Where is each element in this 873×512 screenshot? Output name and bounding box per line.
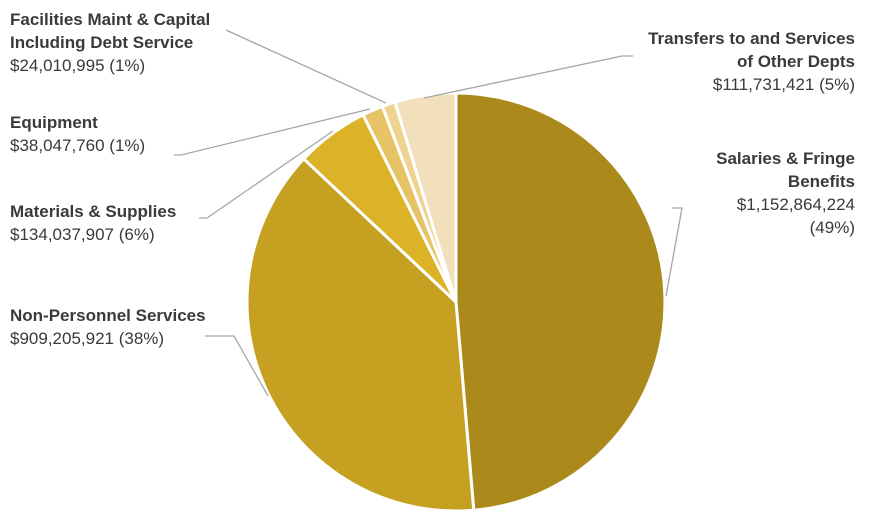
label-salaries-name-2: Benefits [788, 172, 855, 191]
leader-line-equipment [174, 108, 371, 156]
label-transfers-value: $111,731,421 (5%) [713, 75, 855, 94]
label-facilities-pct: (1%) [109, 56, 145, 75]
label-non-personnel-name: Non-Personnel Services [10, 306, 206, 325]
label-non-personnel-pct: (38%) [119, 329, 164, 348]
pie-slices [245, 91, 667, 512]
label-transfers: Transfers to and Services of Other Depts… [648, 29, 855, 94]
leader-line-salaries [665, 207, 683, 297]
label-equipment-amount: $38,047,760 [10, 136, 105, 155]
label-salaries: Salaries & Fringe Benefits $1,152,864,22… [716, 149, 855, 237]
label-materials-amount: $134,037,907 [10, 225, 114, 244]
label-equipment-pct: (1%) [109, 136, 145, 155]
pie-slice-salaries [454, 91, 667, 512]
leader-line-non-personnel [205, 335, 269, 397]
label-materials-value: $134,037,907 (6%) [10, 225, 155, 244]
label-facilities-name-2: Including Debt Service [10, 33, 193, 52]
label-transfers-pct: (5%) [819, 75, 855, 94]
label-transfers-name-1: Transfers to and Services [648, 29, 855, 48]
label-facilities-value: $24,010,995 (1%) [10, 56, 145, 75]
leader-line-materials [199, 130, 334, 219]
pie-slice-non-personnel [245, 156, 476, 512]
label-equipment-name: Equipment [10, 113, 98, 132]
leader-line-transfers [423, 55, 633, 99]
label-materials: Materials & Supplies $134,037,907 (6%) [10, 202, 176, 244]
leader-lines [174, 29, 683, 397]
label-non-personnel: Non-Personnel Services $909,205,921 (38%… [10, 306, 206, 348]
label-equipment-value: $38,047,760 (1%) [10, 136, 145, 155]
label-salaries-pct: (49%) [810, 218, 855, 237]
label-facilities-amount: $24,010,995 [10, 56, 105, 75]
label-materials-name: Materials & Supplies [10, 202, 176, 221]
label-transfers-name-2: of Other Depts [737, 52, 855, 71]
label-salaries-amount: $1,152,864,224 [737, 195, 855, 214]
leader-line-facilities [225, 29, 387, 104]
label-transfers-amount: $111,731,421 [713, 75, 814, 94]
label-materials-pct: (6%) [119, 225, 155, 244]
label-facilities: Facilities Maint & Capital Including Deb… [10, 10, 210, 75]
label-facilities-name-1: Facilities Maint & Capital [10, 10, 210, 29]
label-salaries-name-1: Salaries & Fringe [716, 149, 855, 168]
label-equipment: Equipment $38,047,760 (1%) [10, 113, 145, 155]
pie-slice-transfers [393, 91, 458, 303]
label-non-personnel-amount: $909,205,921 [10, 329, 114, 348]
label-non-personnel-value: $909,205,921 (38%) [10, 329, 164, 348]
